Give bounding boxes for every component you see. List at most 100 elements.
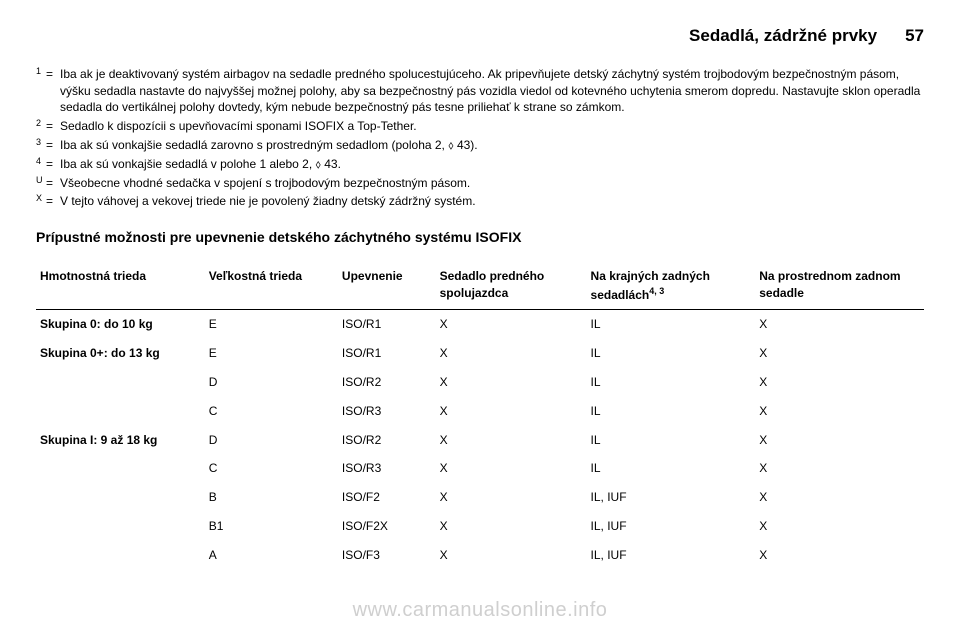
table-cell [36, 368, 205, 397]
table-cell: ISO/F2 [338, 483, 436, 512]
table-cell: IL [587, 368, 756, 397]
footnote-text: Sedadlo k dispozícii s upevňovacími spon… [60, 118, 924, 135]
table-cell: IL [587, 454, 756, 483]
table-cell [36, 397, 205, 426]
table-column-header: Na prostrednom zadnom sedadle [755, 262, 924, 310]
footnote-equals: = [46, 193, 60, 210]
column-label: Upevnenie [342, 269, 403, 283]
table-cell: X [755, 512, 924, 541]
table-cell: Skupina I: 9 až 18 kg [36, 426, 205, 455]
table-cell: C [205, 397, 338, 426]
footnote-row: 3=Iba ak sú vonkajšie sedadlá zarovno s … [36, 137, 924, 154]
table-cell: IL [587, 426, 756, 455]
column-label: Hmotnostná trieda [40, 269, 146, 283]
table-row: CISO/R3XILX [36, 454, 924, 483]
table-cell: ISO/F2X [338, 512, 436, 541]
table-row: Skupina 0+: do 13 kgEISO/R1XILX [36, 339, 924, 368]
footnote-row: 2=Sedadlo k dispozícii s upevňovacími sp… [36, 118, 924, 135]
table-cell: IL [587, 310, 756, 339]
table-cell: B1 [205, 512, 338, 541]
table-cell: IL [587, 397, 756, 426]
column-label: Sedadlo predného spolujazdca [440, 269, 545, 300]
table-cell: X [755, 339, 924, 368]
table-cell: ISO/R2 [338, 426, 436, 455]
table-cell [36, 541, 205, 570]
table-row: CISO/R3XILX [36, 397, 924, 426]
table-cell: X [755, 483, 924, 512]
table-cell: X [755, 310, 924, 339]
table-cell: X [755, 397, 924, 426]
table-cell [36, 512, 205, 541]
header-title: Sedadlá, zádržné prvky [689, 24, 877, 48]
footnote-equals: = [46, 66, 60, 83]
table-cell: X [436, 454, 587, 483]
table-cell: X [755, 454, 924, 483]
table-cell: X [436, 397, 587, 426]
footnote-text: Iba ak sú vonkajšie sedadlá zarovno s pr… [60, 137, 924, 154]
footnote-row: 1=Iba ak je deaktivovaný systém airbagov… [36, 66, 924, 116]
footnote-row: 4=Iba ak sú vonkajšie sedadlá v polohe 1… [36, 156, 924, 173]
table-column-header: Sedadlo predného spolujazdca [436, 262, 587, 310]
table-body: Skupina 0: do 10 kgEISO/R1XILXSkupina 0+… [36, 310, 924, 570]
table-cell: IL, IUF [587, 512, 756, 541]
isofix-section-title: Prípustné možnosti pre upevnenie detskéh… [36, 228, 924, 248]
footnote-text: Iba ak sú vonkajšie sedadlá v polohe 1 a… [60, 156, 924, 173]
footnote-equals: = [46, 156, 60, 173]
table-column-header: Hmotnostná trieda [36, 262, 205, 310]
header-page-number: 57 [905, 24, 924, 48]
table-row: BISO/F2XIL, IUFX [36, 483, 924, 512]
table-cell: D [205, 368, 338, 397]
table-cell: X [436, 310, 587, 339]
column-label: Na prostrednom zadnom sedadle [759, 269, 900, 300]
table-cell: E [205, 310, 338, 339]
table-cell: X [436, 512, 587, 541]
footnotes-block: 1=Iba ak je deaktivovaný systém airbagov… [36, 66, 924, 210]
table-cell: ISO/F3 [338, 541, 436, 570]
table-cell: D [205, 426, 338, 455]
table-cell [36, 483, 205, 512]
footnote-equals: = [46, 118, 60, 135]
footnote-marker: 1 [36, 65, 46, 78]
table-cell: X [436, 426, 587, 455]
table-cell: X [436, 541, 587, 570]
footnote-text: Všeobecne vhodné sedačka v spojení s tro… [60, 175, 924, 192]
table-cell: ISO/R3 [338, 397, 436, 426]
footnote-row: U=Všeobecne vhodné sedačka v spojení s t… [36, 175, 924, 192]
table-cell: A [205, 541, 338, 570]
column-superscript: 4, 3 [649, 286, 664, 296]
table-cell [36, 454, 205, 483]
table-row: B1ISO/F2XXIL, IUFX [36, 512, 924, 541]
table-cell: X [436, 368, 587, 397]
isofix-table: Hmotnostná trieda Veľkostná trieda Upevnen… [36, 262, 924, 570]
table-cell: ISO/R1 [338, 310, 436, 339]
table-cell: IL [587, 339, 756, 368]
table-cell: IL, IUF [587, 483, 756, 512]
table-column-header: Na krajných zadných sedadlách4, 3 [587, 262, 756, 310]
table-row: AISO/F3XIL, IUFX [36, 541, 924, 570]
page-header: Sedadlá, zádržné prvky 57 [36, 24, 924, 48]
footnote-marker: U [36, 174, 46, 187]
table-cell: ISO/R1 [338, 339, 436, 368]
table-column-header: Veľkostná trieda [205, 262, 338, 310]
table-cell: ISO/R3 [338, 454, 436, 483]
table-cell: B [205, 483, 338, 512]
table-row: Skupina 0: do 10 kgEISO/R1XILX [36, 310, 924, 339]
table-cell: X [755, 368, 924, 397]
table-cell: ISO/R2 [338, 368, 436, 397]
table-cell: X [436, 483, 587, 512]
table-column-header: Upevnenie [338, 262, 436, 310]
table-cell: X [436, 339, 587, 368]
footnote-marker: X [36, 192, 46, 205]
table-cell: C [205, 454, 338, 483]
footnote-equals: = [46, 137, 60, 154]
table-row: Skupina I: 9 až 18 kgDISO/R2XILX [36, 426, 924, 455]
footnote-marker: 2 [36, 117, 46, 130]
footnote-text: Iba ak je deaktivovaný systém airbagov n… [60, 66, 924, 116]
footnote-marker: 4 [36, 155, 46, 168]
table-cell: X [755, 426, 924, 455]
footnote-row: X=V tejto váhovej a vekovej triede nie j… [36, 193, 924, 210]
table-cell: Skupina 0: do 10 kg [36, 310, 205, 339]
table-row: DISO/R2XILX [36, 368, 924, 397]
table-header-row: Hmotnostná trieda Veľkostná trieda Upevnen… [36, 262, 924, 310]
table-cell: Skupina 0+: do 13 kg [36, 339, 205, 368]
